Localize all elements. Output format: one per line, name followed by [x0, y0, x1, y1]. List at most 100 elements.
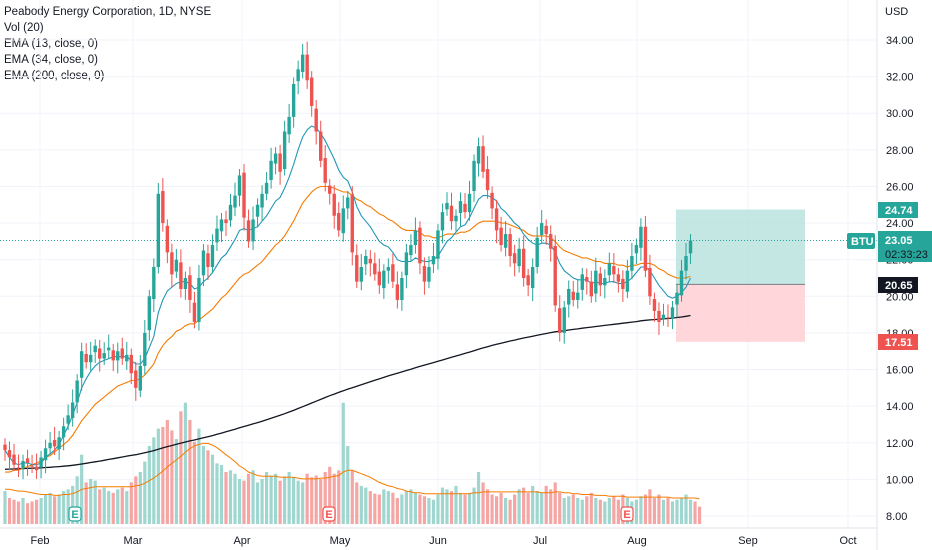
candle	[621, 270, 625, 302]
candle	[395, 271, 400, 309]
candle-body	[179, 262, 183, 289]
candle-body	[377, 271, 382, 286]
countdown-text: 02:33:23	[885, 249, 928, 261]
candle	[93, 339, 97, 363]
volume-bar	[48, 492, 52, 524]
volume-bar	[192, 441, 197, 524]
candle	[111, 343, 115, 372]
candle	[79, 342, 84, 391]
candle-body	[670, 307, 675, 319]
candle-body	[418, 227, 422, 264]
volume-bar	[296, 480, 300, 524]
candle-body	[287, 116, 291, 135]
candle	[309, 71, 314, 117]
time-axis[interactable]: Feb Mar Apr May Jun Jul Aug Sep Oct	[31, 535, 857, 547]
candle-body	[454, 215, 458, 222]
candle-body	[125, 354, 129, 362]
candle	[449, 192, 454, 230]
volume-bar	[264, 472, 269, 524]
candle-body	[269, 160, 273, 181]
volume-bar	[377, 494, 381, 524]
candle	[328, 179, 332, 205]
volume-bar	[251, 470, 255, 524]
candle-body	[422, 266, 427, 282]
candle	[373, 252, 377, 281]
candle-body	[43, 448, 48, 461]
stop-price-text: 17.51	[885, 337, 913, 349]
volume-bar	[670, 501, 675, 524]
candle-body	[156, 193, 161, 268]
position-zones[interactable]	[0, 209, 877, 342]
y-tick-label: 20.00	[886, 291, 914, 303]
volume-bar	[580, 499, 584, 524]
volume-bar	[43, 494, 48, 524]
volume-bar	[255, 482, 260, 524]
volume-bar	[652, 498, 657, 524]
volume-bar	[485, 489, 490, 524]
candle	[571, 280, 575, 307]
candle-body	[494, 208, 499, 231]
candle	[219, 213, 224, 243]
y-tick-label: 12.00	[886, 438, 914, 450]
candle-body	[75, 380, 79, 403]
volume-bar	[679, 498, 684, 524]
y-tick-label: 28.00	[886, 145, 914, 157]
candle-body	[440, 212, 445, 231]
volume-bar	[368, 491, 372, 524]
candle-body	[165, 225, 170, 253]
y-tick-label: 24.00	[886, 218, 914, 230]
currency-label: USD	[885, 6, 908, 18]
earnings-marker[interactable]: E	[68, 506, 82, 522]
volume-bar	[499, 492, 503, 524]
price-axis[interactable]: USD 34.0032.0030.0028.0026.0024.0022.002…	[885, 6, 914, 523]
candle-body	[228, 204, 233, 221]
volume-bar	[337, 470, 341, 524]
earnings-marker-bg	[620, 506, 634, 522]
y-tick-label: 14.00	[886, 401, 914, 413]
candle	[242, 164, 246, 231]
volume-bar	[215, 463, 219, 524]
candle-body	[386, 267, 391, 271]
candle-body	[206, 253, 210, 268]
volume-bar	[540, 492, 544, 524]
candle	[382, 264, 386, 299]
candle	[355, 244, 359, 289]
candle	[625, 259, 630, 299]
candle-body	[544, 225, 548, 235]
volume-bar	[332, 473, 336, 524]
candle-body	[129, 354, 133, 374]
stop-zone[interactable]	[676, 284, 805, 342]
volume-bar	[201, 446, 206, 524]
candle	[278, 144, 282, 185]
symbol-badge-text: BTU	[851, 236, 874, 248]
volume-bar	[16, 501, 21, 524]
earnings-marker[interactable]: E	[322, 506, 336, 522]
candle	[508, 227, 512, 267]
candle-body	[201, 250, 206, 276]
legend-ema34: EMA (34, close, 0)	[4, 54, 98, 66]
candle-body	[558, 308, 562, 333]
volume-bar	[657, 494, 661, 524]
candle	[260, 185, 264, 221]
volume-bar	[404, 491, 408, 524]
volume-bar	[107, 491, 111, 524]
candle	[39, 451, 43, 479]
candle	[458, 192, 463, 227]
volume-bar	[287, 472, 291, 524]
candle	[607, 252, 612, 282]
earnings-marker[interactable]: E	[620, 506, 634, 522]
candle	[670, 300, 675, 330]
candle	[684, 243, 688, 280]
volume-bar	[616, 499, 620, 524]
volume-bar	[219, 465, 224, 524]
candle-body	[400, 278, 404, 300]
candle	[98, 339, 102, 372]
candle	[530, 258, 535, 302]
volume-bar	[350, 470, 354, 524]
volume-bar	[684, 494, 688, 524]
candle-body	[643, 226, 648, 271]
target-zone[interactable]	[676, 209, 805, 285]
volume-bar	[413, 492, 418, 524]
